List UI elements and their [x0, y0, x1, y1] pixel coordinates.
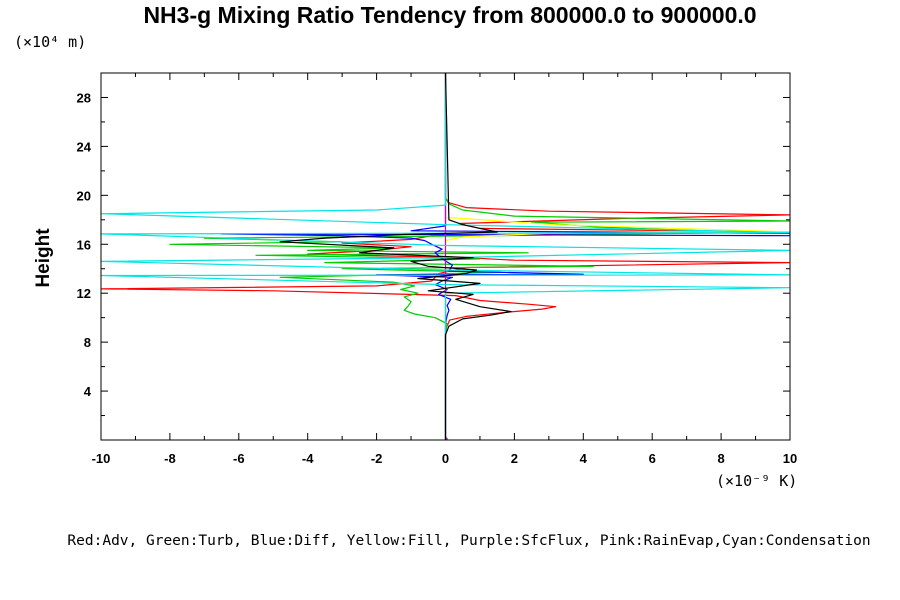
series-line-turb	[169, 73, 790, 440]
y-tick-label: 28	[77, 90, 91, 105]
y-axis-title: Height	[33, 228, 54, 288]
x-tick-label: 6	[649, 451, 656, 466]
y-tick-label: 12	[77, 286, 91, 301]
x-tick-label: -10	[92, 451, 111, 466]
series-line-fill	[444, 73, 790, 440]
y-tick-label: 16	[77, 237, 91, 252]
series-layer	[101, 73, 790, 440]
y-tick-label: 8	[84, 335, 91, 350]
x-tick-label: -2	[371, 451, 383, 466]
x-unit-label: (×10⁻⁹ K)	[716, 472, 798, 490]
x-tick-label: -6	[233, 451, 245, 466]
series-line-total	[279, 73, 512, 440]
x-tick-label: 0	[442, 451, 449, 466]
x-tick-label: 10	[783, 451, 797, 466]
y-unit-label: (×10⁴ m)	[14, 33, 87, 51]
chart-title: NH3-g Mixing Ratio Tendency from 800000.…	[143, 2, 757, 28]
y-tick-label: 20	[77, 188, 91, 203]
x-tick-label: 8	[717, 451, 724, 466]
x-tick-label: -4	[302, 451, 314, 466]
y-tick-label: 4	[84, 384, 92, 399]
legend-text: Red:Adv, Green:Turb, Blue:Diff, Yellow:F…	[67, 533, 871, 549]
x-tick-label: 2	[511, 451, 518, 466]
y-tick-label: 24	[77, 139, 92, 154]
series-line-sfcflux	[444, 73, 448, 440]
x-tick-label: 4	[580, 451, 588, 466]
x-tick-label: -8	[164, 451, 176, 466]
series-line-condensation	[101, 73, 790, 440]
